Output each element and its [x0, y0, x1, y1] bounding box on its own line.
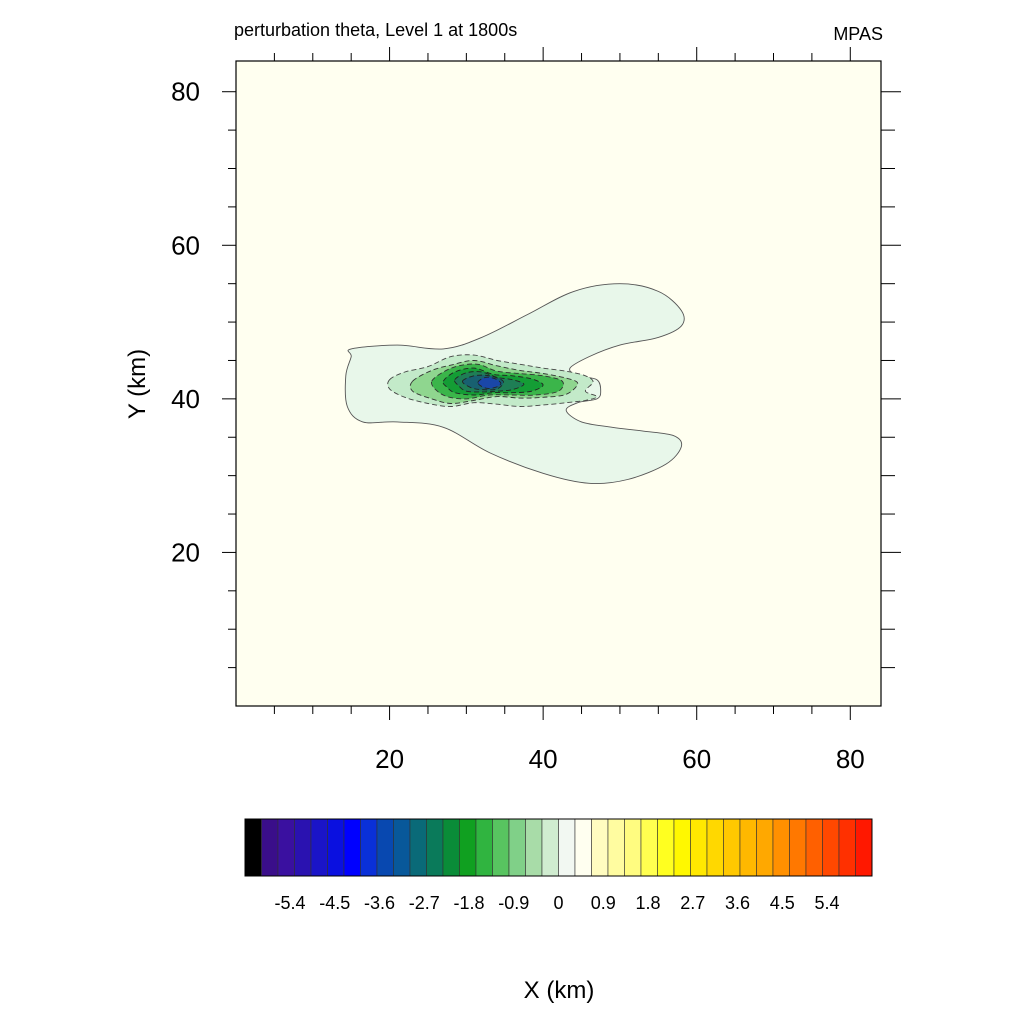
x-tick-label: 40 — [529, 744, 558, 774]
colorbar-box — [277, 818, 295, 877]
colorbar-label: 4.5 — [770, 893, 795, 913]
colorbar-box — [376, 818, 394, 877]
colorbar-box — [756, 818, 774, 877]
x-tick-label: 60 — [682, 744, 711, 774]
colorbar-label: 2.7 — [680, 893, 705, 913]
colorbar-box — [294, 818, 312, 877]
colorbar-box — [508, 818, 526, 877]
colorbar-box — [442, 818, 460, 877]
colorbar-box — [409, 818, 427, 877]
colorbar-box — [772, 818, 790, 877]
colorbar-box — [624, 818, 642, 877]
y-tick-label: 80 — [171, 77, 200, 107]
colorbar — [244, 818, 873, 877]
colorbar-box — [789, 818, 807, 877]
colorbar-box — [327, 818, 345, 877]
colorbar-box — [393, 818, 411, 877]
colorbar-box — [723, 818, 741, 877]
colorbar-label: 1.8 — [635, 893, 660, 913]
colorbar-box — [492, 818, 510, 877]
colorbar-frame — [244, 818, 873, 877]
plot-right-title: MPAS — [833, 24, 883, 44]
plot-title: perturbation theta, Level 1 at 1800s — [234, 20, 517, 40]
colorbar-label: -2.7 — [409, 893, 440, 913]
colorbar-label: 0 — [553, 893, 563, 913]
colorbar-box — [244, 818, 262, 877]
y-tick-label: 20 — [171, 537, 200, 567]
colorbar-box — [838, 818, 856, 877]
y-axis-label: Y (km) — [124, 349, 151, 419]
contour-fills — [344, 283, 685, 485]
colorbar-label: -5.4 — [274, 893, 305, 913]
colorbar-box — [310, 818, 328, 877]
axis-tick-labels: 20 40 60 80 20 40 60 80 — [171, 77, 865, 774]
colorbar-box — [343, 818, 361, 877]
colorbar-box — [690, 818, 708, 877]
colorbar-box — [739, 818, 757, 877]
colorbar-box — [706, 818, 724, 877]
colorbar-box — [525, 818, 543, 877]
x-tick-label: 20 — [375, 744, 404, 774]
plot-frame — [235, 60, 882, 707]
colorbar-label: 0.9 — [591, 893, 616, 913]
colorbar-label: -4.5 — [319, 893, 350, 913]
colorbar-box — [591, 818, 609, 877]
colorbar-box — [822, 818, 840, 877]
colorbar-box — [607, 818, 625, 877]
colorbar-box — [805, 818, 823, 877]
axis-ticks — [222, 47, 901, 720]
colorbar-label: -1.8 — [453, 893, 484, 913]
colorbar-label: -0.9 — [498, 893, 529, 913]
y-tick-label: 40 — [171, 384, 200, 414]
colorbar-box — [261, 818, 279, 877]
x-axis-label: X (km) — [524, 977, 595, 1004]
colorbar-box — [541, 818, 559, 877]
colorbar-label: 3.6 — [725, 893, 750, 913]
y-tick-label: 60 — [171, 230, 200, 260]
colorbar-box — [855, 818, 873, 877]
contour-level — [477, 376, 502, 389]
colorbar-box — [426, 818, 444, 877]
colorbar-box — [657, 818, 675, 877]
colorbar-box — [360, 818, 378, 877]
colorbar-box — [574, 818, 592, 877]
colorbar-label: -3.6 — [364, 893, 395, 913]
colorbar-box — [475, 818, 493, 877]
colorbar-box — [459, 818, 477, 877]
x-tick-label: 80 — [836, 744, 865, 774]
colorbar-box — [558, 818, 576, 877]
colorbar-box — [640, 818, 658, 877]
colorbar-label: 5.4 — [814, 893, 839, 913]
colorbar-box — [673, 818, 691, 877]
colorbar-labels: -5.4 -4.5 -3.6 -2.7 -1.8 -0.9 0 0.9 1.8 2.7 3.6 4.5… — [274, 893, 839, 913]
